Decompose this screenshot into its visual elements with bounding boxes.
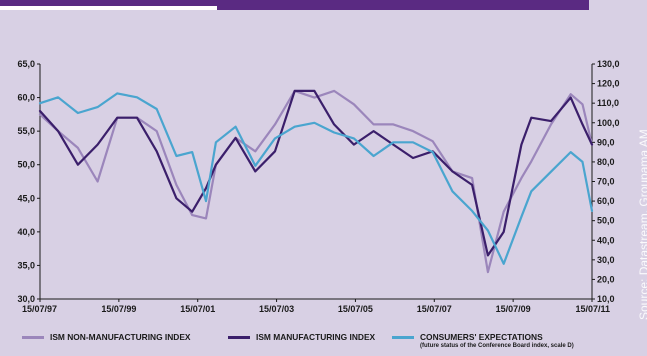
series-line-consumers-expectations xyxy=(38,92,594,265)
source-note: Source: Datastream, Groupama AM xyxy=(630,30,647,350)
y-right-tick-label: 20,0 xyxy=(597,274,615,284)
y-left-tick-label: 55,0 xyxy=(17,126,35,136)
x-tick-label: 15/07/99 xyxy=(101,304,136,314)
legend-item-ism-manufacturing: ISM MANUFACTURING INDEX xyxy=(228,332,375,342)
y-right-tick-label: 100,0 xyxy=(597,118,620,128)
y-right-tick-label: 60,0 xyxy=(597,196,615,206)
x-tick-label: 15/07/05 xyxy=(338,304,373,314)
y-right-tick-label: 10,0 xyxy=(597,294,615,304)
y-right-tick-label: 90,0 xyxy=(597,137,615,147)
y-left-tick-label: 30,0 xyxy=(17,294,35,304)
y-right-tick-label: 50,0 xyxy=(597,216,615,226)
y-right-tick-label: 30,0 xyxy=(597,255,615,265)
y-left-tick-label: 65,0 xyxy=(17,59,35,69)
y-left-tick-label: 45,0 xyxy=(17,193,35,203)
y-left-tick-label: 35,0 xyxy=(17,260,35,270)
series-line-ism-manufacturing xyxy=(38,89,594,257)
x-tick-label: 15/07/07 xyxy=(417,304,452,314)
series-line-ism-non-manufacturing xyxy=(38,89,594,274)
y-right-tick-label: 70,0 xyxy=(597,177,615,187)
y-right-tick-label: 130,0 xyxy=(597,59,620,69)
legend-item-ism-non-manufacturing: ISM NON-MANUFACTURING INDEX xyxy=(22,332,191,342)
legend-note: (future status of the Conference Board i… xyxy=(420,343,574,349)
legend: ISM NON-MANUFACTURING INDEX ISM MANUFACT… xyxy=(10,332,630,356)
series-lines xyxy=(38,89,594,274)
source-text: Source: Datastream, Groupama AM xyxy=(637,129,647,320)
y-left-tick-label: 60,0 xyxy=(17,93,35,103)
x-tick-label: 15/07/01 xyxy=(180,304,215,314)
y-left-tick-label: 40,0 xyxy=(17,227,35,237)
axes xyxy=(39,64,593,300)
y-right-tick-label: 110,0 xyxy=(597,98,619,108)
x-tick-label: 15/07/03 xyxy=(259,304,294,314)
legend-swatch xyxy=(392,336,414,340)
x-tick-label: 15/07/97 xyxy=(22,304,57,314)
header-notch xyxy=(0,6,217,10)
legend-label: ISM MANUFACTURING INDEX xyxy=(256,332,376,342)
legend-item-consumers-expectations: CONSUMERS' EXPECTATIONS (future status o… xyxy=(392,332,574,349)
legend-label: ISM NON-MANUFACTURING INDEX xyxy=(50,332,191,342)
y-left-tick-label: 50,0 xyxy=(17,160,35,170)
x-tick-label: 15/07/09 xyxy=(496,304,531,314)
tick-labels: 30,0 35,0 40,0 45,0 50,0 55,0 60,0 65,0 10,0 20,0… xyxy=(17,59,619,314)
legend-label: CONSUMERS' EXPECTATIONS xyxy=(420,332,543,342)
x-tick-label: 15/07/11 xyxy=(575,304,610,314)
y-right-tick-label: 120,0 xyxy=(597,79,620,89)
legend-swatch xyxy=(22,336,44,340)
y-right-tick-label: 40,0 xyxy=(597,235,615,245)
y-right-tick-label: 80,0 xyxy=(597,157,615,167)
header-band xyxy=(0,0,589,10)
legend-swatch xyxy=(228,336,250,340)
